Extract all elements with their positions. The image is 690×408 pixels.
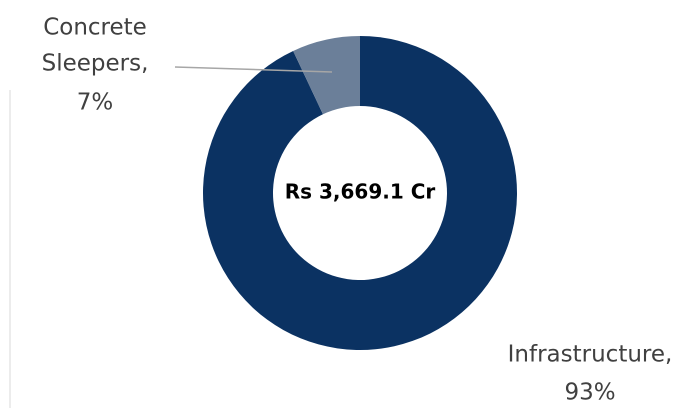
slice <box>202 36 517 350</box>
data-label: Sleepers, <box>42 51 149 77</box>
data-label: Concrete <box>43 15 147 41</box>
data-label: Infrastructure, <box>508 342 673 368</box>
data-label: 7% <box>77 90 114 116</box>
center-text: Rs 3,669.1 Cr <box>285 180 436 204</box>
data-label: 93% <box>564 380 615 406</box>
slice <box>293 36 360 115</box>
leader-line <box>174 66 333 73</box>
